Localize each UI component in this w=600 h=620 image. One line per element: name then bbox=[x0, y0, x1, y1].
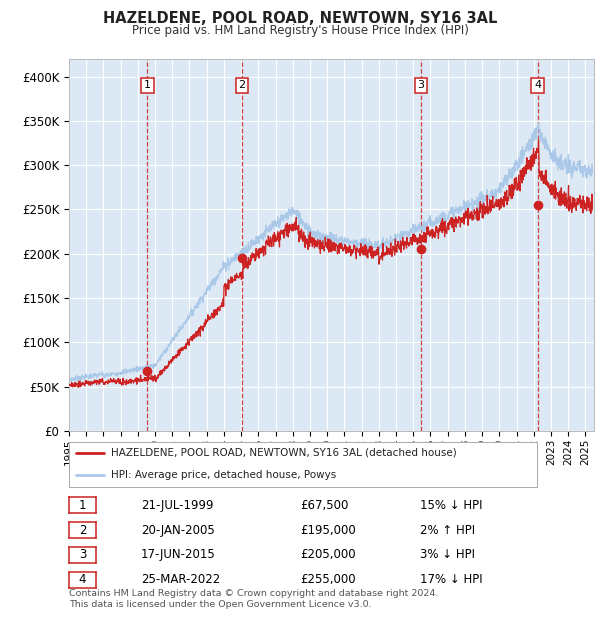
Text: £67,500: £67,500 bbox=[300, 499, 349, 511]
Text: 17% ↓ HPI: 17% ↓ HPI bbox=[420, 574, 482, 586]
Text: 21-JUL-1999: 21-JUL-1999 bbox=[141, 499, 214, 511]
Text: £255,000: £255,000 bbox=[300, 574, 356, 586]
Text: 2: 2 bbox=[238, 81, 245, 91]
Text: 20-JAN-2005: 20-JAN-2005 bbox=[141, 524, 215, 536]
Text: HAZELDENE, POOL ROAD, NEWTOWN, SY16 3AL (detached house): HAZELDENE, POOL ROAD, NEWTOWN, SY16 3AL … bbox=[111, 448, 457, 458]
Text: Contains HM Land Registry data © Crown copyright and database right 2024.
This d: Contains HM Land Registry data © Crown c… bbox=[69, 590, 439, 609]
Text: £205,000: £205,000 bbox=[300, 549, 356, 561]
Text: 3: 3 bbox=[79, 549, 86, 561]
Text: 15% ↓ HPI: 15% ↓ HPI bbox=[420, 499, 482, 511]
Text: 2: 2 bbox=[79, 524, 86, 536]
Text: 1: 1 bbox=[144, 81, 151, 91]
Text: 3: 3 bbox=[418, 81, 425, 91]
Text: 3% ↓ HPI: 3% ↓ HPI bbox=[420, 549, 475, 561]
Text: 25-MAR-2022: 25-MAR-2022 bbox=[141, 574, 220, 586]
Text: 2% ↑ HPI: 2% ↑ HPI bbox=[420, 524, 475, 536]
Text: 1: 1 bbox=[79, 499, 86, 511]
Text: 17-JUN-2015: 17-JUN-2015 bbox=[141, 549, 216, 561]
Text: Price paid vs. HM Land Registry's House Price Index (HPI): Price paid vs. HM Land Registry's House … bbox=[131, 24, 469, 37]
Text: HAZELDENE, POOL ROAD, NEWTOWN, SY16 3AL: HAZELDENE, POOL ROAD, NEWTOWN, SY16 3AL bbox=[103, 11, 497, 26]
Text: 4: 4 bbox=[79, 574, 86, 586]
Text: 4: 4 bbox=[534, 81, 541, 91]
Text: £195,000: £195,000 bbox=[300, 524, 356, 536]
Text: HPI: Average price, detached house, Powys: HPI: Average price, detached house, Powy… bbox=[111, 470, 337, 480]
